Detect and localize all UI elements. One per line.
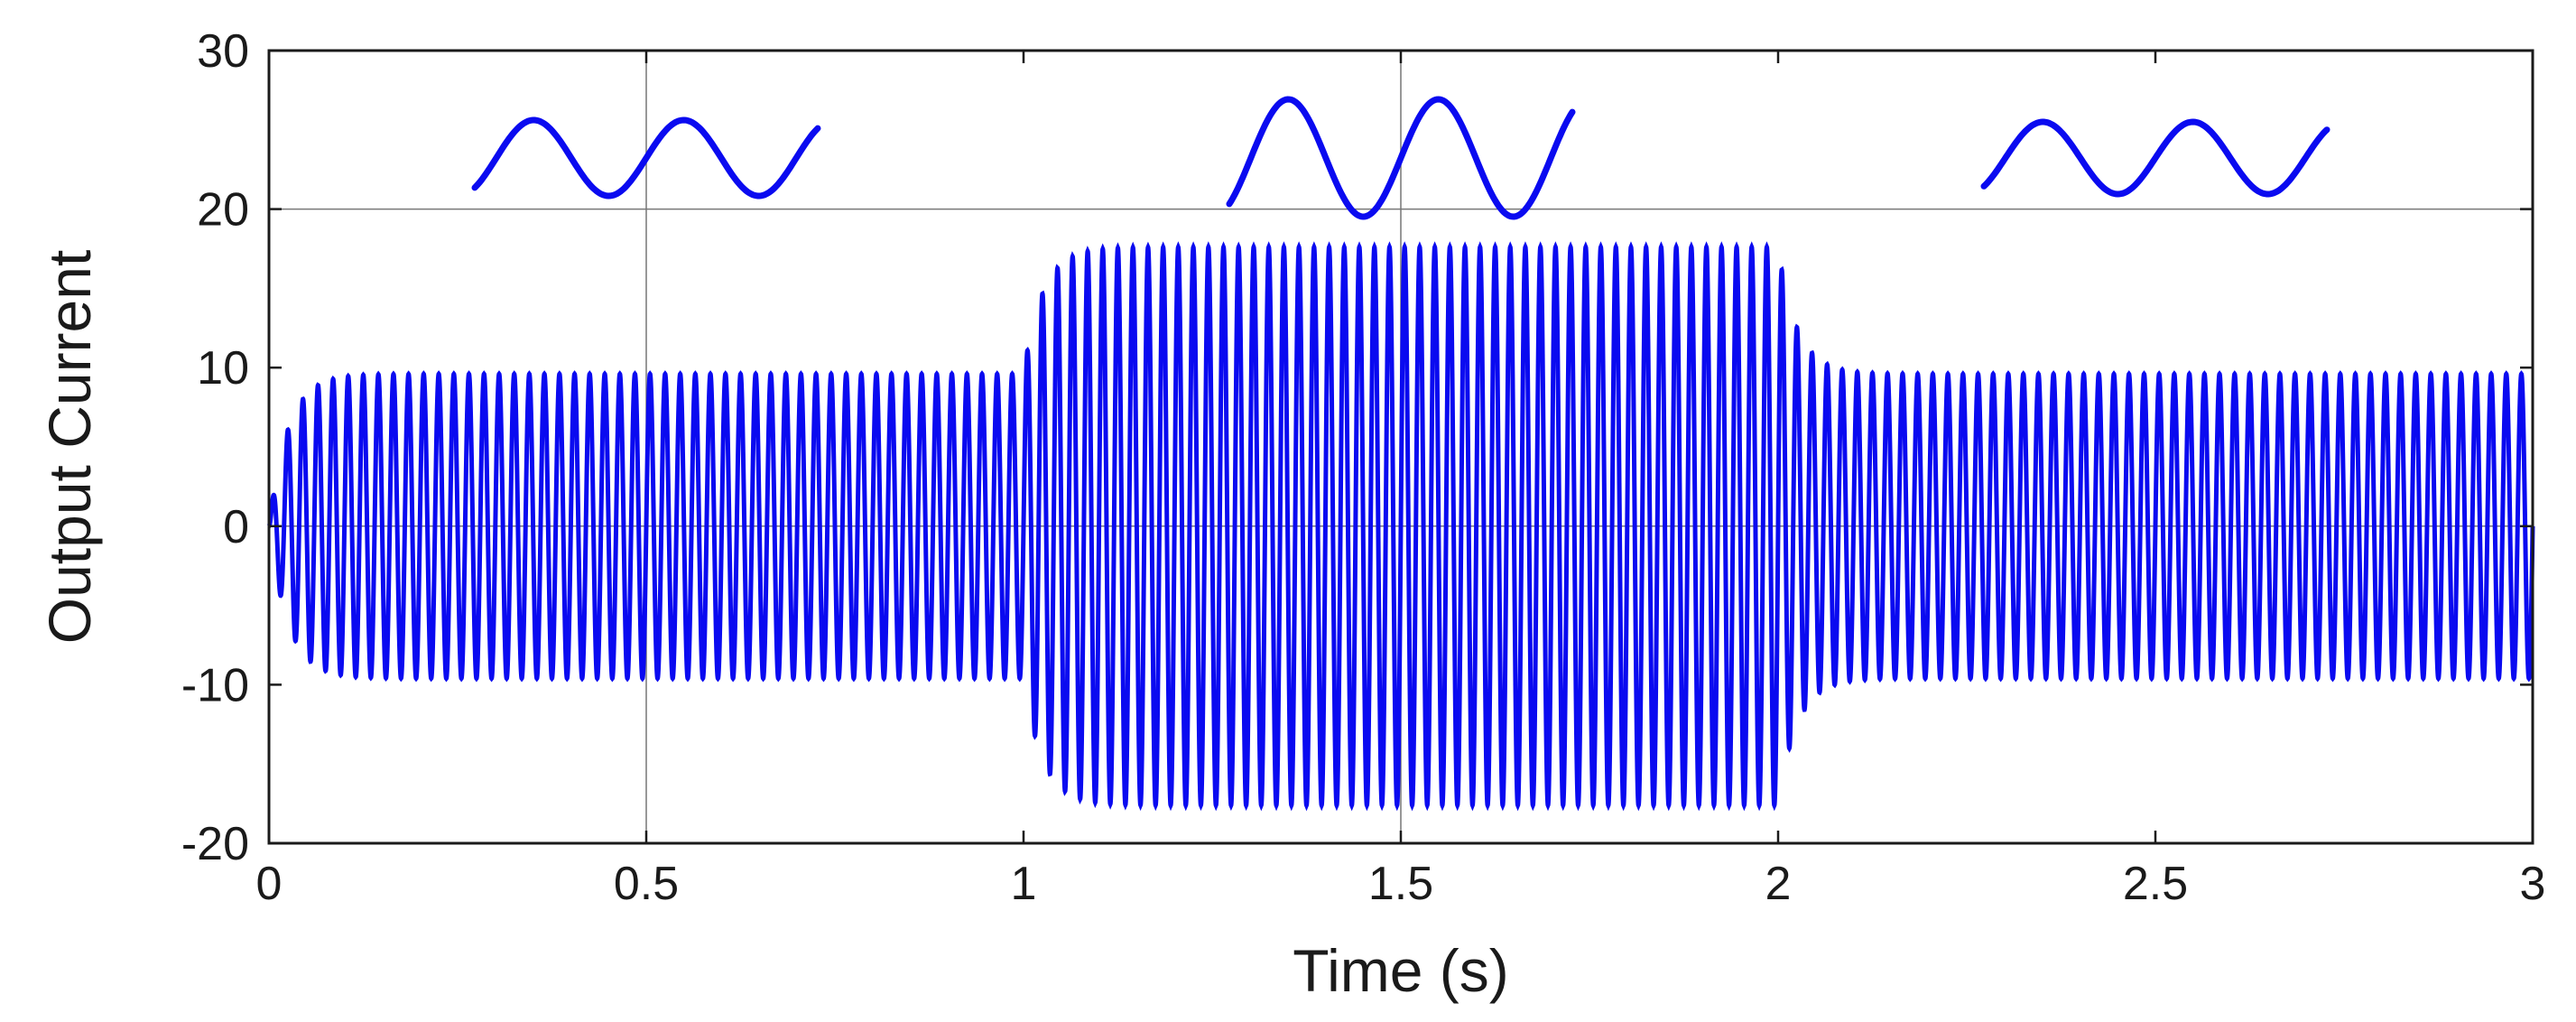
plot-area [267, 241, 2535, 812]
inset-sine-wave-1 [471, 116, 821, 200]
x-tick-label: 0.5 [614, 858, 679, 910]
inset-sine-wave-2 [1226, 96, 1576, 220]
y-tick-label: 10 [197, 342, 249, 395]
inset-sine-wave-3 [1980, 118, 2330, 198]
y-tick-label: -10 [181, 659, 249, 711]
y-tick-label: 30 [197, 25, 249, 78]
x-tick-label: 2 [1765, 858, 1792, 910]
y-tick-label: -20 [181, 818, 249, 870]
x-tick-label: 0 [256, 858, 283, 910]
y-tick-label: 20 [197, 184, 249, 237]
series-output-current [267, 241, 2535, 812]
x-tick-label: 1 [1011, 858, 1037, 910]
x-tick-label: 3 [2520, 858, 2546, 910]
y-tick-label: 0 [223, 501, 249, 553]
y-axis-label: Output Current [36, 250, 103, 645]
x-axis-label: Time (s) [1293, 937, 1509, 1004]
waveform-insets [471, 96, 2330, 220]
y-axis-ticks: -20 -10 0 10 20 30 [181, 25, 2533, 870]
x-tick-label: 1.5 [1368, 858, 1433, 910]
x-axis-ticks: 0 0.5 1 1.5 2 2.5 3 [256, 51, 2546, 910]
x-tick-label: 2.5 [2123, 858, 2188, 910]
